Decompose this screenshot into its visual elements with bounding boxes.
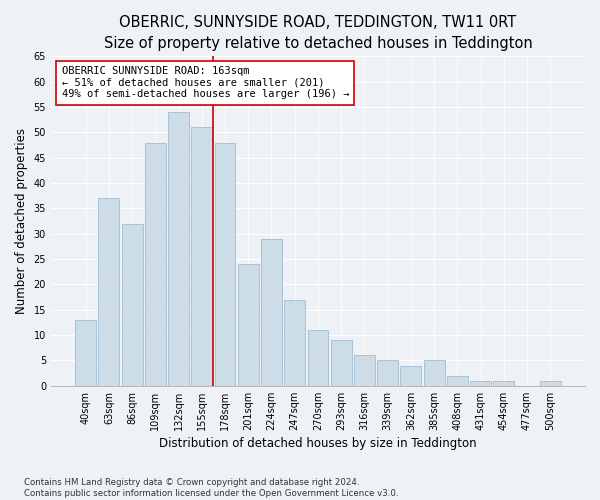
Bar [354,356,375,386]
Y-axis label: Number of detached properties: Number of detached properties [15,128,28,314]
Bar [447,376,468,386]
Bar [98,198,119,386]
Bar [191,128,212,386]
Bar [284,300,305,386]
Bar [75,320,96,386]
Bar [145,142,166,386]
Bar [215,142,235,386]
Text: Contains HM Land Registry data © Crown copyright and database right 2024.
Contai: Contains HM Land Registry data © Crown c… [24,478,398,498]
Bar [400,366,421,386]
Bar [238,264,259,386]
Bar [168,112,189,386]
Bar [261,239,282,386]
Text: OBERRIC SUNNYSIDE ROAD: 163sqm
← 51% of detached houses are smaller (201)
49% of: OBERRIC SUNNYSIDE ROAD: 163sqm ← 51% of … [62,66,349,100]
Bar [377,360,398,386]
Bar [331,340,352,386]
Bar [493,381,514,386]
Bar [540,381,561,386]
Bar [470,381,491,386]
Bar [424,360,445,386]
Title: OBERRIC, SUNNYSIDE ROAD, TEDDINGTON, TW11 0RT
Size of property relative to detac: OBERRIC, SUNNYSIDE ROAD, TEDDINGTON, TW1… [104,15,532,51]
Bar [308,330,328,386]
Bar [122,224,143,386]
X-axis label: Distribution of detached houses by size in Teddington: Distribution of detached houses by size … [159,437,477,450]
